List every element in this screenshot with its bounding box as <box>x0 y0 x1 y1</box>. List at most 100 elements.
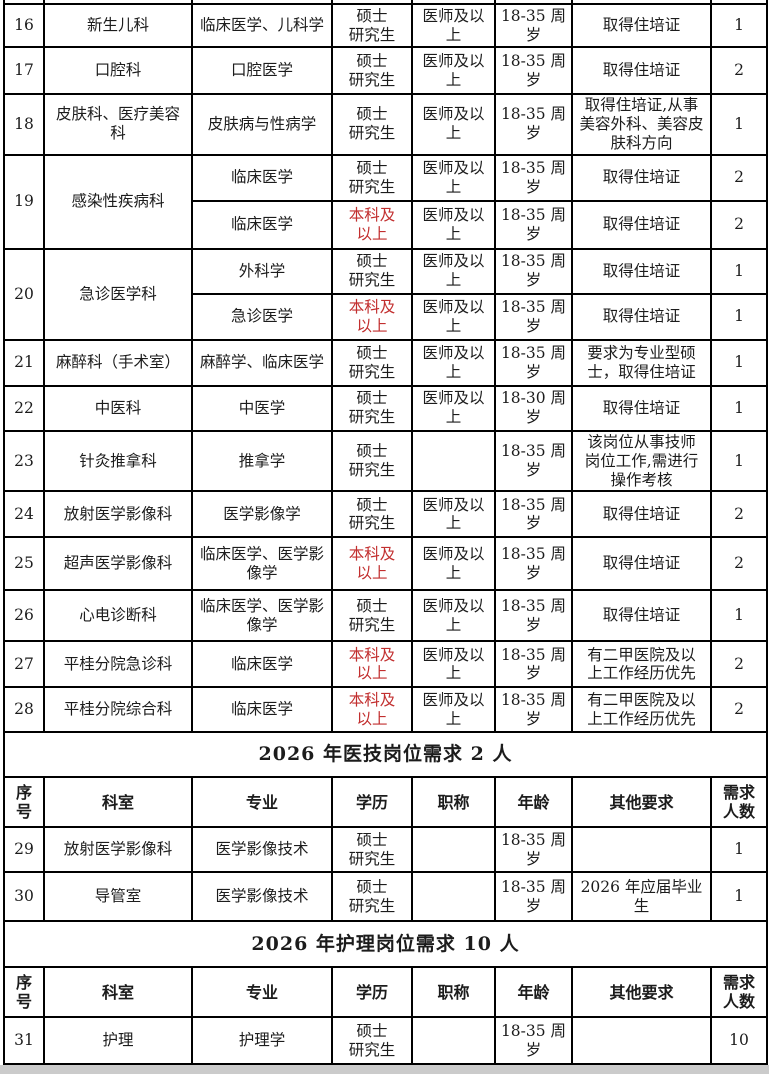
cell-dept: 导管室 <box>43 871 193 923</box>
cell-degree: 本科及 以上 <box>331 292 413 341</box>
cell-dept: 放射医学影像科 <box>43 490 193 539</box>
cell-other: 取得住培证 <box>571 153 712 202</box>
cell-major: 外科学 <box>191 247 333 295</box>
cell-degree: 硕士 研究生 <box>331 826 413 874</box>
cell-other: 有二甲医院及以 上工作经历优先 <box>571 640 712 689</box>
column-header-no: 序 号 <box>3 966 45 1019</box>
cell-other: 取得住培证,从事 美容外科、美容皮 肤科方向 <box>571 93 712 156</box>
column-header-dept: 科室 <box>43 966 193 1019</box>
section-title: 2026 年医技岗位需求 2 人 <box>3 731 768 779</box>
cell-count: 1 <box>710 338 768 387</box>
column-header-degree: 学历 <box>331 776 413 829</box>
cell-title <box>411 826 496 874</box>
cell-other: 2026 年应届毕业 生 <box>571 871 712 923</box>
column-header-degree: 学历 <box>331 966 413 1019</box>
clipped-row <box>3 0 768 5</box>
cell-major: 临床医学 <box>191 153 333 202</box>
cell-no: 16 <box>3 3 45 48</box>
cell-major: 麻醉学、临床医学 <box>191 338 333 387</box>
cell-count: 2 <box>710 46 768 95</box>
cell-degree: 硕士 研究生 <box>331 93 413 156</box>
cell-major: 临床医学 <box>191 686 333 734</box>
cell-count: 1 <box>710 826 768 874</box>
cell-degree: 本科及 以上 <box>331 199 413 250</box>
cell-age: 18-35 周 岁 <box>494 589 573 643</box>
cell-other <box>571 1016 712 1066</box>
cell-other: 取得住培证 <box>571 247 712 295</box>
cell-age: 18-35 周 岁 <box>494 640 573 689</box>
table-row: 17 口腔科 口腔医学 硕士 研究生 医师及以 上 18-35 周 岁取得住培证 2 <box>3 46 768 95</box>
cell-age: 18-35 周 岁 <box>494 1016 573 1066</box>
cell-dept: 急诊医学科 <box>43 247 193 341</box>
column-header-age: 年龄 <box>494 776 573 829</box>
cell-age: 18-35 周 岁 <box>494 93 573 156</box>
cell-dept: 平桂分院综合科 <box>43 686 193 734</box>
cell-count: 1 <box>710 871 768 923</box>
cell-dept: 口腔科 <box>43 46 193 95</box>
table-row: 23 针灸推拿科 推拿学 硕士 研究生 18-35 周 岁该岗位从事技师 岗位工作,需进… <box>3 429 768 493</box>
cell-title: 医师及以 上 <box>411 153 496 202</box>
cell-degree: 硕士 研究生 <box>331 3 413 48</box>
cell-title: 医师及以 上 <box>411 490 496 539</box>
table-row: 16 新生儿科 临床医学、儿科学 硕士 研究生 医师及以 上 18-35 周 岁取得住培证… <box>3 3 768 48</box>
recruitment-table: 16 新生儿科 临床医学、儿科学 硕士 研究生 医师及以 上 18-35 周 岁取得住培证… <box>3 0 768 1066</box>
cell-other: 取得住培证 <box>571 199 712 250</box>
cell-other: 该岗位从事技师 岗位工作,需进行 操作考核 <box>571 429 712 493</box>
cell-no: 28 <box>3 686 45 734</box>
cell-degree: 硕士 研究生 <box>331 429 413 493</box>
table-row: 27 平桂分院急诊科 临床医学 本科及 以上 医师及以 上 18-35 周 岁有二甲医院及… <box>3 640 768 689</box>
cell-major: 中医学 <box>191 384 333 432</box>
cell-no: 20 <box>3 247 45 341</box>
table-row: 24 放射医学影像科 医学影像学 硕士 研究生 医师及以 上 18-35 周 岁取得住培证… <box>3 490 768 539</box>
cell-title: 医师及以 上 <box>411 46 496 95</box>
cell-no: 27 <box>3 640 45 689</box>
cell-dept: 麻醉科（手术室） <box>43 338 193 387</box>
cell-title <box>411 871 496 923</box>
cell-major: 医学影像学 <box>191 490 333 539</box>
clipped-cell <box>191 0 333 5</box>
clipped-cell <box>3 0 45 5</box>
cell-major: 临床医学、医学影 像学 <box>191 589 333 643</box>
cell-other: 有二甲医院及以 上工作经历优先 <box>571 686 712 734</box>
table-row: 29 放射医学影像科 医学影像技术 硕士 研究生 18-35 周 岁 1 <box>3 826 768 874</box>
cell-title: 医师及以 上 <box>411 589 496 643</box>
cell-degree: 本科及 以上 <box>331 640 413 689</box>
cell-no: 24 <box>3 490 45 539</box>
cell-count: 1 <box>710 384 768 432</box>
cell-count: 2 <box>710 199 768 250</box>
section-title: 2026 年护理岗位需求 10 人 <box>3 920 768 969</box>
cell-title: 医师及以 上 <box>411 686 496 734</box>
table-row: 26 心电诊断科 临床医学、医学影 像学 硕士 研究生 医师及以 上 18-35 周 岁取… <box>3 589 768 643</box>
table-row: 20 急诊医学科 外科学 硕士 研究生 医师及以 上 18-35 周 岁取得住培证 1 <box>3 247 768 341</box>
cell-age: 18-35 周 岁 <box>494 292 573 341</box>
cell-no: 18 <box>3 93 45 156</box>
cell-title <box>411 1016 496 1066</box>
cell-dept: 护理 <box>43 1016 193 1066</box>
table-row: 22 中医科 中医学 硕士 研究生 医师及以 上 18-30 周 岁取得住培证 1 <box>3 384 768 432</box>
table-row: 21 麻醉科（手术室） 麻醉学、临床医学 硕士 研究生 医师及以 上 18-35 周 岁要… <box>3 338 768 387</box>
cell-major: 皮肤病与性病学 <box>191 93 333 156</box>
cell-dept: 皮肤科、医疗美容 科 <box>43 93 193 156</box>
cell-other <box>571 826 712 874</box>
table-row: 18 皮肤科、医疗美容 科皮肤病与性病学 硕士 研究生 医师及以 上 18-35 周 岁… <box>3 93 768 156</box>
cell-other: 取得住培证 <box>571 3 712 48</box>
cell-count: 2 <box>710 686 768 734</box>
cell-major: 医学影像技术 <box>191 871 333 923</box>
cell-other: 取得住培证 <box>571 536 712 592</box>
cell-dept: 感染性疾病科 <box>43 153 193 250</box>
table-body: 16 新生儿科 临床医学、儿科学 硕士 研究生 医师及以 上 18-35 周 岁取得住培证… <box>3 0 768 1066</box>
cell-major: 护理学 <box>191 1016 333 1066</box>
column-header-age: 年龄 <box>494 966 573 1019</box>
cell-degree: 硕士 研究生 <box>331 1016 413 1066</box>
cell-age: 18-35 周 岁 <box>494 46 573 95</box>
table-row: 31 护理 护理学 硕士 研究生 18-35 周 岁 10 <box>3 1016 768 1066</box>
cell-other: 取得住培证 <box>571 384 712 432</box>
cell-no: 21 <box>3 338 45 387</box>
cell-degree: 硕士 研究生 <box>331 589 413 643</box>
cell-title: 医师及以 上 <box>411 3 496 48</box>
cell-no: 22 <box>3 384 45 432</box>
cell-other: 取得住培证 <box>571 589 712 643</box>
cell-dept: 新生儿科 <box>43 3 193 48</box>
